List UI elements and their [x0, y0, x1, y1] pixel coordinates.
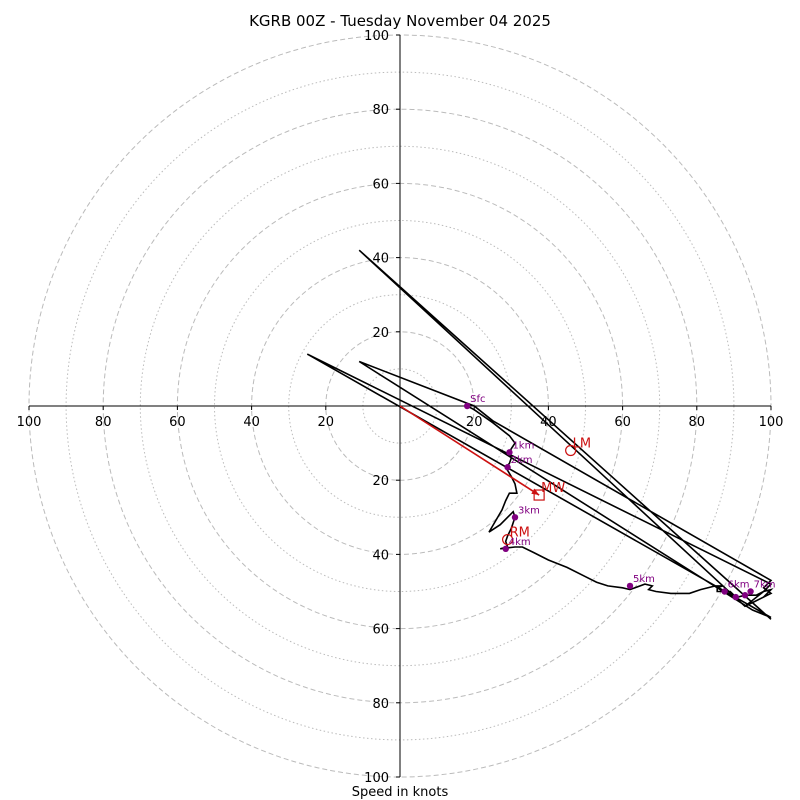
height-point-label: 3km: [518, 505, 540, 516]
x-tick-label: 20: [318, 415, 335, 430]
x-tick-label: 20: [466, 415, 483, 430]
storm-motion: MW LM RM: [399, 405, 591, 546]
hodograph-trace-line: [306, 249, 774, 620]
mean-wind-arrowhead: [531, 488, 540, 496]
mean-wind-label: MW: [541, 481, 565, 496]
height-point-label: 1km: [512, 440, 534, 451]
y-tick-label: 40: [372, 252, 389, 267]
y-tick-label: 20: [372, 326, 389, 341]
mean-wind-vector: [399, 405, 540, 496]
wind-trace: [306, 249, 774, 620]
y-tick-label: 40: [372, 548, 389, 563]
x-tick-label: 80: [689, 415, 706, 430]
x-tick-label: 80: [95, 415, 112, 430]
mean-wind-marker: [533, 489, 545, 501]
right-mover-marker: [501, 533, 514, 546]
y-tick-label: 100: [364, 29, 389, 44]
right-mover-label: RM: [510, 526, 530, 541]
x-tick-label: 60: [169, 415, 186, 430]
height-point: [741, 592, 749, 599]
x-tick-label: 100: [17, 415, 42, 430]
height-point-label: 4km: [509, 537, 531, 548]
height-point: [511, 514, 519, 521]
x-tick-label: 40: [243, 415, 260, 430]
y-tick-label: 20: [372, 474, 389, 489]
height-point-label: 7km: [754, 580, 776, 591]
height-point: [502, 545, 509, 553]
axis-ticks: 100 80 60 40 20 20 40 60 80 100 100 80 60 40 20 20 40 60 8…: [17, 29, 784, 786]
height-point: [504, 464, 511, 471]
height-point-label: 5km: [633, 574, 655, 585]
height-point: [721, 588, 728, 595]
left-mover-label: LM: [573, 437, 591, 452]
height-markers: Sfc 1km 2km 3km 4km 5km 6km 7km: [463, 394, 776, 601]
y-tick-label: 60: [372, 623, 389, 638]
y-tick-label: 60: [372, 177, 389, 192]
left-mover-marker: [565, 444, 577, 457]
x-tick-label: 40: [540, 415, 557, 430]
x-tick-label: 60: [614, 415, 631, 430]
height-point: [732, 593, 739, 601]
height-point: [626, 582, 634, 590]
x-axis-label: Speed in knots: [352, 785, 449, 800]
height-point: [463, 402, 471, 410]
height-point-label: 6km: [728, 580, 750, 591]
y-tick-label: 80: [372, 103, 389, 118]
height-point-label: Sfc: [470, 394, 485, 405]
x-tick-label: 100: [759, 415, 784, 430]
y-tick-label: 100: [364, 771, 389, 786]
height-point: [747, 588, 754, 595]
chart-title: KGRB 00Z - Tuesday November 04 2025: [249, 12, 551, 30]
y-tick-label: 80: [372, 697, 389, 712]
height-point-label: 2km: [511, 455, 533, 466]
height-point: [506, 449, 513, 456]
